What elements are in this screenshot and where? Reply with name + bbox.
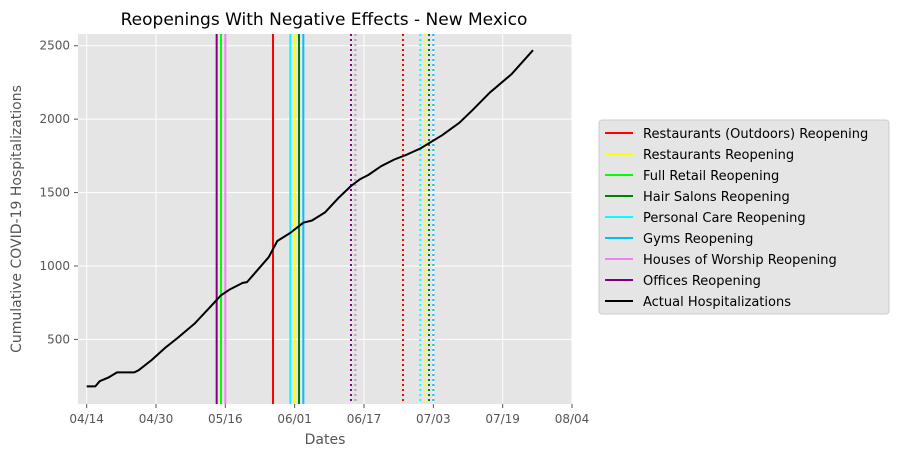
y-tick-label: 1000 xyxy=(39,259,70,273)
x-axis-label: Dates xyxy=(305,432,346,448)
x-tick-label: 04/30 xyxy=(139,412,174,426)
legend-label: Personal Care Reopening xyxy=(643,211,806,226)
legend-label: Hair Salons Reopening xyxy=(643,190,790,205)
legend-label: Gyms Reopening xyxy=(643,232,753,247)
legend-label: Restaurants Reopening xyxy=(643,148,794,163)
series-line xyxy=(86,49,534,388)
series-layer xyxy=(86,49,534,388)
legend-label: Houses of Worship Reopening xyxy=(643,253,837,268)
x-tick-label: 05/16 xyxy=(208,412,243,426)
reopening-lines xyxy=(215,34,435,404)
y-axis-label: Cumulative COVID-19 Hospitalizations xyxy=(9,85,25,353)
chart-title: Reopenings With Negative Effects - New M… xyxy=(121,10,528,30)
x-tick-label: 07/19 xyxy=(485,412,520,426)
y-axis-ticks: 500 1000 1500 2000 2500 xyxy=(39,39,78,346)
x-tick-label: 07/03 xyxy=(416,412,451,426)
plot-area xyxy=(78,34,572,404)
legend: Restaurants (Outdoors) Reopening Restaura… xyxy=(598,119,890,315)
x-tick-label: 06/01 xyxy=(277,412,312,426)
y-tick-label: 2000 xyxy=(39,112,70,126)
legend-label: Actual Hospitalizations xyxy=(643,295,791,310)
x-tick-label: 04/14 xyxy=(69,412,104,426)
x-tick-label: 08/04 xyxy=(555,412,590,426)
legend-label: Restaurants (Outdoors) Reopening xyxy=(643,127,868,142)
x-tick-label: 06/17 xyxy=(347,412,382,426)
y-tick-label: 500 xyxy=(47,332,70,346)
legend-box xyxy=(598,119,890,315)
legend-label: Offices Reopening xyxy=(643,274,761,289)
y-tick-label: 2500 xyxy=(39,39,70,53)
x-axis-ticks: 04/14 04/30 05/16 06/01 06/17 07/03 07/19 08/04 xyxy=(69,404,589,426)
legend-label: Full Retail Reopening xyxy=(643,169,779,184)
y-tick-label: 1500 xyxy=(39,186,70,200)
